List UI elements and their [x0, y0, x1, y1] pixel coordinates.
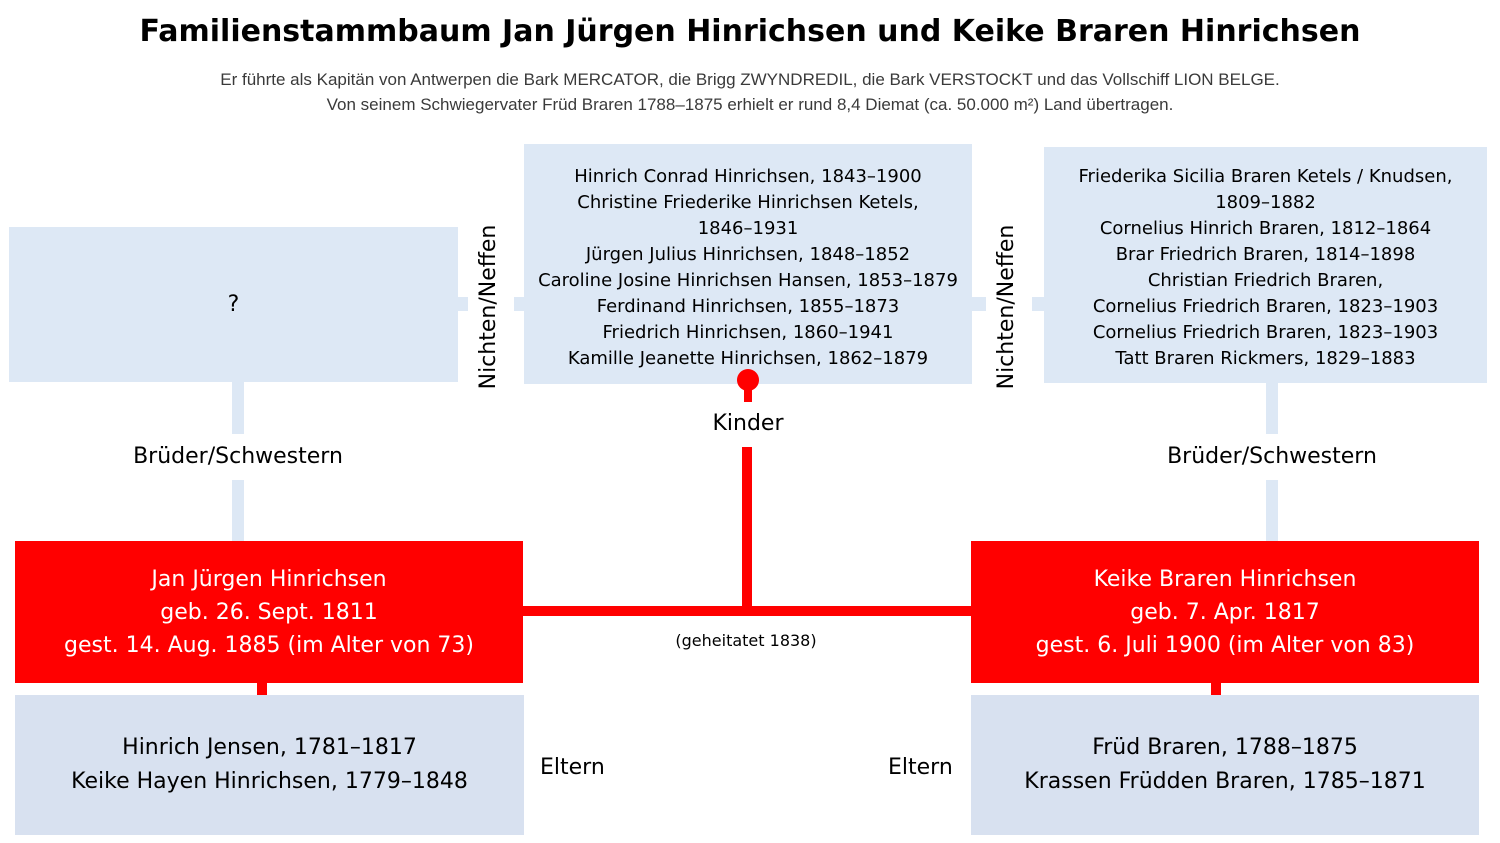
child-entry: Friedrich Hinrichsen, 1860–1941 [602, 322, 894, 343]
husband-born: geb. 26. Sept. 1811 [160, 599, 378, 625]
child-entry: Jürgen Julius Hinrichsen, 1848–1852 [585, 244, 911, 265]
sibling-entry: Cornelius Friedrich Braren, 1823–1903 [1092, 296, 1439, 317]
kinder-label: Kinder [712, 411, 784, 436]
husband-parents-link [257, 683, 267, 695]
connector-right-siblings [1032, 297, 1044, 311]
sibling-entry: Cornelius Friedrich Braren, 1823–1903 [1092, 322, 1439, 343]
parents-label-right: Eltern [888, 755, 953, 780]
sibling-entry: 1809–1882 [1215, 192, 1316, 213]
husband-died: gest. 14. Aug. 1885 (im Alter von 73) [64, 632, 474, 658]
child-entry: Ferdinand Hinrichsen, 1855–1873 [596, 296, 900, 317]
children-box: Hinrich Conrad Hinrichsen, 1843–1900 Chr… [524, 144, 972, 384]
sibling-entry: Cornelius Hinrich Braren, 1812–1864 [1099, 218, 1432, 239]
child-entry: Christine Friederike Hinrichsen Ketels, [577, 192, 919, 213]
left-siblings-text: ? [227, 292, 240, 317]
wife-box: Keike Braren Hinrichsen geb. 7. Apr. 181… [971, 541, 1479, 683]
parents-label-left: Eltern [540, 755, 605, 780]
child-entry: Caroline Josine Hinrichsen Hansen, 1853–… [538, 270, 958, 291]
parent-entry: Früd Braren, 1788–1875 [1092, 735, 1358, 760]
sibling-entry: Friederika Sicilia Braren Ketels / Knuds… [1078, 166, 1453, 187]
kinder-dot [737, 369, 759, 391]
connector-right-lower [1266, 480, 1278, 542]
connector-children-left [514, 297, 524, 311]
siblings-label-left: Brüder/Schwestern [133, 444, 343, 469]
connector-left-upper [232, 382, 244, 434]
parent-entry: Keike Hayen Hinrichsen, 1779–1848 [71, 769, 468, 794]
subtitle-line-1: Er führte als Kapitän von Antwerpen die … [220, 70, 1280, 89]
sibling-entry: Christian Friedrich Braren, [1147, 270, 1384, 291]
parent-entry: Hinrich Jensen, 1781–1817 [122, 735, 417, 760]
kinder-stem-top [744, 380, 752, 402]
wife-died: gest. 6. Juli 1900 (im Alter von 83) [1035, 632, 1415, 658]
wife-parents-link [1211, 683, 1221, 695]
page-title: Familienstammbaum Jan Jürgen Hinrichsen … [139, 14, 1361, 49]
connector-children-right [972, 297, 986, 311]
nieces-label-right: Nichten/Neffen [994, 224, 1019, 390]
right-siblings-box: Friederika Sicilia Braren Ketels / Knuds… [1044, 147, 1487, 383]
child-entry: Kamille Jeanette Hinrichsen, 1862–1879 [567, 348, 929, 369]
parent-entry: Krassen Früdden Braren, 1785–1871 [1024, 769, 1426, 794]
husband-name: Jan Jürgen Hinrichsen [151, 566, 387, 592]
nieces-label-left: Nichten/Neffen [476, 224, 501, 390]
wife-parents-box: Früd Braren, 1788–1875 Krassen Früdden B… [971, 695, 1479, 835]
subtitle-line-2: Von seinem Schwiegervater Früd Braren 17… [326, 95, 1174, 114]
left-siblings-box: ? [9, 227, 458, 382]
child-entry: Hinrich Conrad Hinrichsen, 1843–1900 [574, 166, 922, 187]
child-entry: 1846–1931 [697, 218, 799, 239]
sibling-entry: Tatt Braren Rickmers, 1829–1883 [1115, 348, 1416, 369]
wife-born: geb. 7. Apr. 1817 [1130, 599, 1320, 625]
kinder-stem [742, 447, 752, 610]
connector-left-lower [232, 480, 244, 542]
married-label: (geheitatet 1838) [675, 631, 817, 650]
connector-right-upper [1266, 382, 1278, 434]
husband-parents-box: Hinrich Jensen, 1781–1817 Keike Hayen Hi… [15, 695, 524, 835]
sibling-entry: Brar Friedrich Braren, 1814–1898 [1115, 244, 1416, 265]
husband-box: Jan Jürgen Hinrichsen geb. 26. Sept. 181… [15, 541, 523, 683]
connector-left-siblings [458, 297, 468, 311]
wife-name: Keike Braren Hinrichsen [1093, 566, 1357, 592]
siblings-label-right: Brüder/Schwestern [1167, 444, 1377, 469]
marriage-line [523, 606, 971, 616]
